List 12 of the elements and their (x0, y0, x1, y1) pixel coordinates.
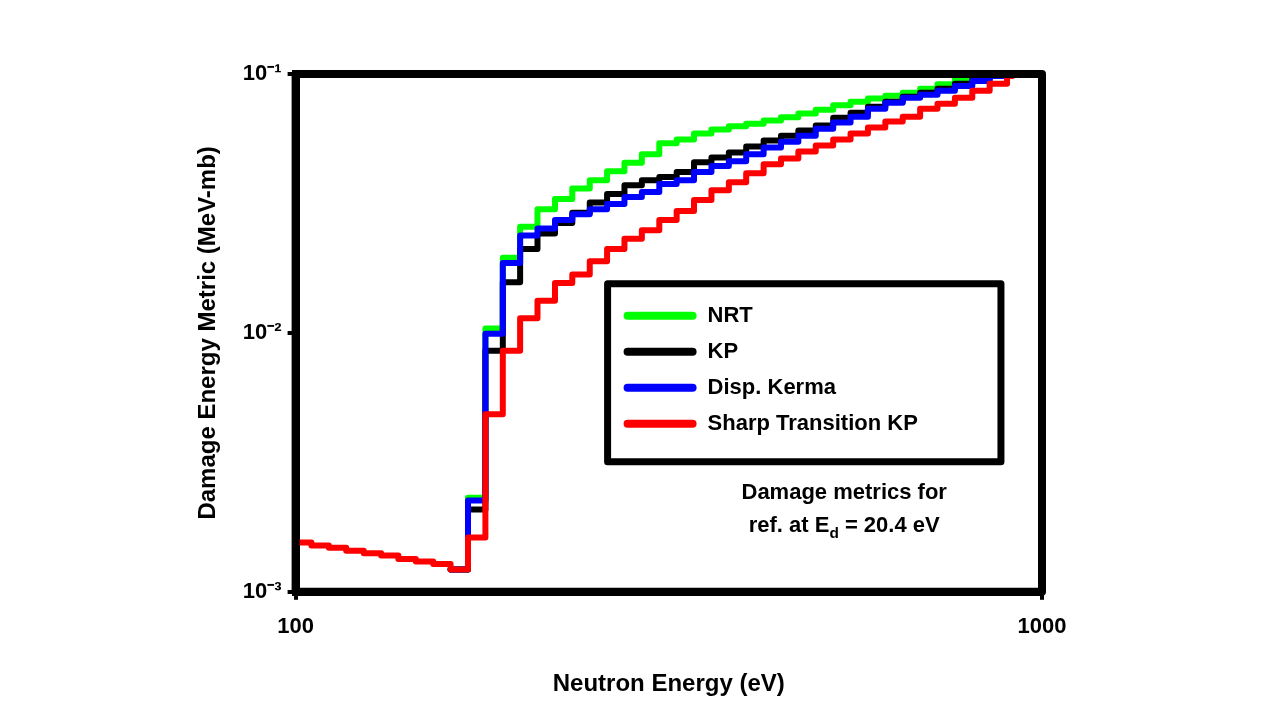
legend-label: NRT (707, 301, 754, 327)
legend-label: Disp. Kerma (707, 373, 837, 399)
y-axis-title: Damage Energy Metric (MeV-mb) (193, 146, 221, 520)
y-tick-label: 10⁻¹ (242, 60, 282, 86)
x-tick-label: 1000 (1017, 613, 1067, 639)
legend-label: Sharp Transition KP (707, 409, 918, 435)
annotation: Damage metrics for (741, 479, 948, 505)
y-tick-label: 10⁻² (242, 318, 282, 344)
x-axis-title: Neutron Energy (eV) (552, 669, 785, 697)
legend-label: KP (707, 337, 739, 363)
y-tick-label: 10⁻³ (242, 577, 282, 603)
x-tick-label: 100 (277, 613, 314, 639)
